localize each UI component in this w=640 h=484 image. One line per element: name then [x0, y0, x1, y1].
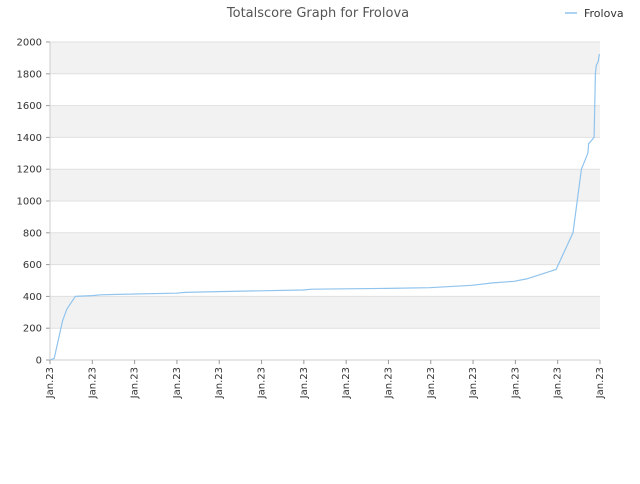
grid-bands — [50, 42, 600, 329]
y-tick-label: 1600 — [17, 101, 42, 112]
y-tick-label: 1400 — [17, 133, 42, 144]
x-tick-label: Jan.23 — [299, 367, 310, 399]
chart-title: Totalscore Graph for Frolova — [226, 6, 409, 21]
x-tick-label: Jan.23 — [214, 367, 225, 399]
y-tick-label: 400 — [23, 292, 42, 303]
x-tick-label: Jan.23 — [130, 367, 141, 399]
x-tick-label: Jan.23 — [468, 367, 479, 399]
x-tick-label: Jan.23 — [553, 367, 564, 399]
y-tick-label: 200 — [23, 324, 42, 335]
y-tick-label: 600 — [23, 260, 42, 271]
legend[interactable]: Frolova — [565, 7, 624, 20]
y-axis: 0 200 400 600 800 1000 1200 1400 1600 1800 2000 — [17, 38, 51, 367]
x-tick-label: Jan.23 — [341, 367, 352, 399]
series-frolova — [49, 54, 600, 361]
grid-band — [50, 296, 600, 329]
x-tick-label: Jan.23 — [257, 367, 268, 399]
grid-band — [50, 42, 600, 74]
x-tick-label: Jan.23 — [87, 367, 98, 399]
grid-band — [50, 169, 600, 201]
x-tick-label: Jan.23 — [510, 367, 521, 399]
y-tick-label: 0 — [36, 356, 42, 367]
y-tick-label: 1000 — [17, 197, 42, 208]
grid-band — [50, 105, 600, 138]
y-tick-label: 800 — [23, 228, 42, 239]
x-tick-label: Jan.23 — [45, 367, 56, 399]
x-tick-label: Jan.23 — [426, 367, 437, 399]
legend-label: Frolova — [584, 7, 624, 20]
grid-band — [50, 232, 600, 265]
x-tick-label: Jan.23 — [172, 367, 183, 399]
x-axis: Jan.23 Jan.23 Jan.23 Jan.23 Jan.23 Jan.23 Jan.… — [45, 359, 606, 399]
series-line — [49, 54, 600, 361]
y-tick-label: 1200 — [17, 165, 42, 176]
x-tick-label: Jan.23 — [595, 367, 606, 399]
y-tick-label: 1800 — [17, 69, 42, 80]
x-tick-label: Jan.23 — [383, 367, 394, 399]
y-tick-label: 2000 — [17, 38, 42, 49]
